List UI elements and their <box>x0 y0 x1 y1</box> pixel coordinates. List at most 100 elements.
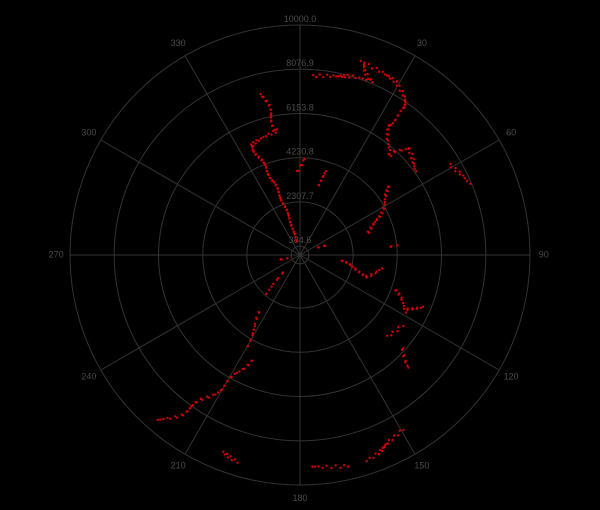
data-point <box>214 393 216 395</box>
data-point <box>320 180 322 182</box>
data-point <box>454 167 456 169</box>
data-point <box>194 401 196 403</box>
data-point <box>388 153 390 155</box>
data-point <box>391 330 393 332</box>
data-point <box>370 273 372 275</box>
data-point <box>254 142 256 144</box>
data-point <box>294 236 296 238</box>
angle-label: 270 <box>49 249 64 259</box>
data-point <box>297 170 299 172</box>
data-point <box>254 325 256 327</box>
data-point <box>404 361 406 363</box>
data-point <box>288 217 290 219</box>
data-point <box>403 106 405 108</box>
data-point <box>270 120 272 122</box>
data-point <box>314 465 316 467</box>
data-point <box>402 302 404 304</box>
data-point <box>415 170 417 172</box>
data-point <box>402 429 404 431</box>
data-point <box>401 349 403 351</box>
data-point <box>249 340 251 342</box>
data-point <box>226 453 228 455</box>
data-point <box>363 69 365 71</box>
data-point <box>323 172 325 174</box>
data-point <box>311 465 313 467</box>
data-point <box>291 228 293 230</box>
data-point <box>385 189 387 191</box>
data-point <box>363 61 365 63</box>
data-point <box>383 201 385 203</box>
data-point <box>362 77 364 79</box>
data-point <box>251 334 253 336</box>
data-point <box>189 407 191 409</box>
data-point <box>252 148 254 150</box>
data-point <box>381 267 383 269</box>
data-point <box>374 452 376 454</box>
data-point <box>324 245 326 247</box>
data-point <box>229 376 231 378</box>
data-point <box>236 372 238 374</box>
data-point <box>238 370 240 372</box>
data-point <box>185 411 187 413</box>
data-point <box>332 74 334 76</box>
angle-label: 150 <box>414 461 429 471</box>
data-point <box>462 174 464 176</box>
data-point <box>388 146 390 148</box>
data-point <box>400 298 402 300</box>
data-point <box>255 139 257 141</box>
data-point <box>181 413 183 415</box>
angle-label: 30 <box>417 38 427 48</box>
data-point <box>371 81 373 83</box>
data-point <box>399 430 401 432</box>
data-point <box>372 457 374 459</box>
data-point <box>282 203 284 205</box>
data-point <box>449 163 451 165</box>
data-point <box>360 60 362 62</box>
ring-label: 384.6 <box>289 235 312 245</box>
data-point <box>358 271 360 273</box>
data-point <box>394 119 396 121</box>
data-point <box>354 77 356 79</box>
data-point <box>253 329 255 331</box>
data-point <box>219 389 221 391</box>
data-point <box>376 67 378 69</box>
data-point <box>227 456 229 458</box>
data-point <box>388 439 390 441</box>
data-point <box>382 71 384 73</box>
data-point <box>295 240 297 242</box>
data-point <box>231 459 233 461</box>
data-point <box>370 78 372 80</box>
data-point <box>422 306 424 308</box>
data-point <box>469 183 471 185</box>
data-point <box>397 434 399 436</box>
data-point <box>388 75 390 77</box>
data-point <box>345 262 347 264</box>
data-point <box>312 74 314 76</box>
data-point <box>411 153 413 155</box>
data-point <box>315 76 317 78</box>
data-point <box>301 164 303 166</box>
data-point <box>388 124 390 126</box>
data-point <box>318 184 320 186</box>
data-point <box>162 418 164 420</box>
data-point <box>254 323 256 325</box>
data-point <box>387 143 389 145</box>
data-point <box>343 464 345 466</box>
data-point <box>236 462 238 464</box>
data-point <box>341 260 343 262</box>
data-point <box>190 405 192 407</box>
data-point <box>212 394 214 396</box>
data-point <box>399 90 401 92</box>
data-point <box>229 455 231 457</box>
data-point <box>250 143 252 145</box>
data-point <box>397 114 399 116</box>
data-point <box>349 264 351 266</box>
data-point <box>390 334 392 336</box>
angle-label: 60 <box>506 127 516 137</box>
angle-label: 330 <box>171 38 186 48</box>
data-point <box>384 73 386 75</box>
data-point <box>341 76 343 78</box>
data-point <box>257 157 259 159</box>
data-point <box>269 177 271 179</box>
data-point <box>260 137 262 139</box>
